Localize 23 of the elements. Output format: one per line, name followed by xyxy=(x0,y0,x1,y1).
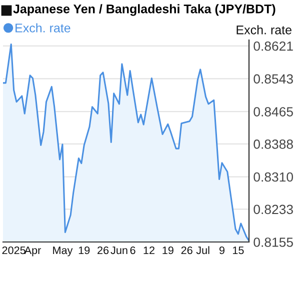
y-axis-title: Exch. rate xyxy=(236,25,292,34)
x-tick-label: 26 xyxy=(98,246,109,254)
x-tick-label: 6 xyxy=(130,246,136,254)
legend-label: Exch. rate xyxy=(16,23,70,32)
x-tick-label: 19 xyxy=(162,246,174,254)
y-tick-label: 0.8543 xyxy=(254,74,293,84)
chart-title: Japanese Yen / Bangladeshi Taka (JPY/BDT) xyxy=(13,4,276,16)
y-tick-label: 0.8465 xyxy=(254,107,293,116)
x-tick-label: 12 xyxy=(144,246,154,254)
y-tick-label: 0.8388 xyxy=(254,140,293,149)
x-tick-label: May xyxy=(53,246,73,256)
y-tick-label: 0.8233 xyxy=(254,204,293,214)
x-tick-label: 9 xyxy=(219,246,224,254)
x-tick-label: Apr xyxy=(24,246,41,256)
x-tick-label: 15 xyxy=(232,246,244,254)
x-tick-label: Jun xyxy=(110,246,128,254)
x-tick-label: 19 xyxy=(78,246,90,254)
y-tick-label: 0.8621 xyxy=(254,41,293,51)
x-tick-label: Jul xyxy=(196,246,210,254)
y-tick-label: 0.8310 xyxy=(254,172,294,182)
x-tick-label: 26 xyxy=(181,246,192,254)
x-tick-label: 2025 xyxy=(2,246,26,254)
y-tick-label: 0.8155 xyxy=(254,238,293,247)
